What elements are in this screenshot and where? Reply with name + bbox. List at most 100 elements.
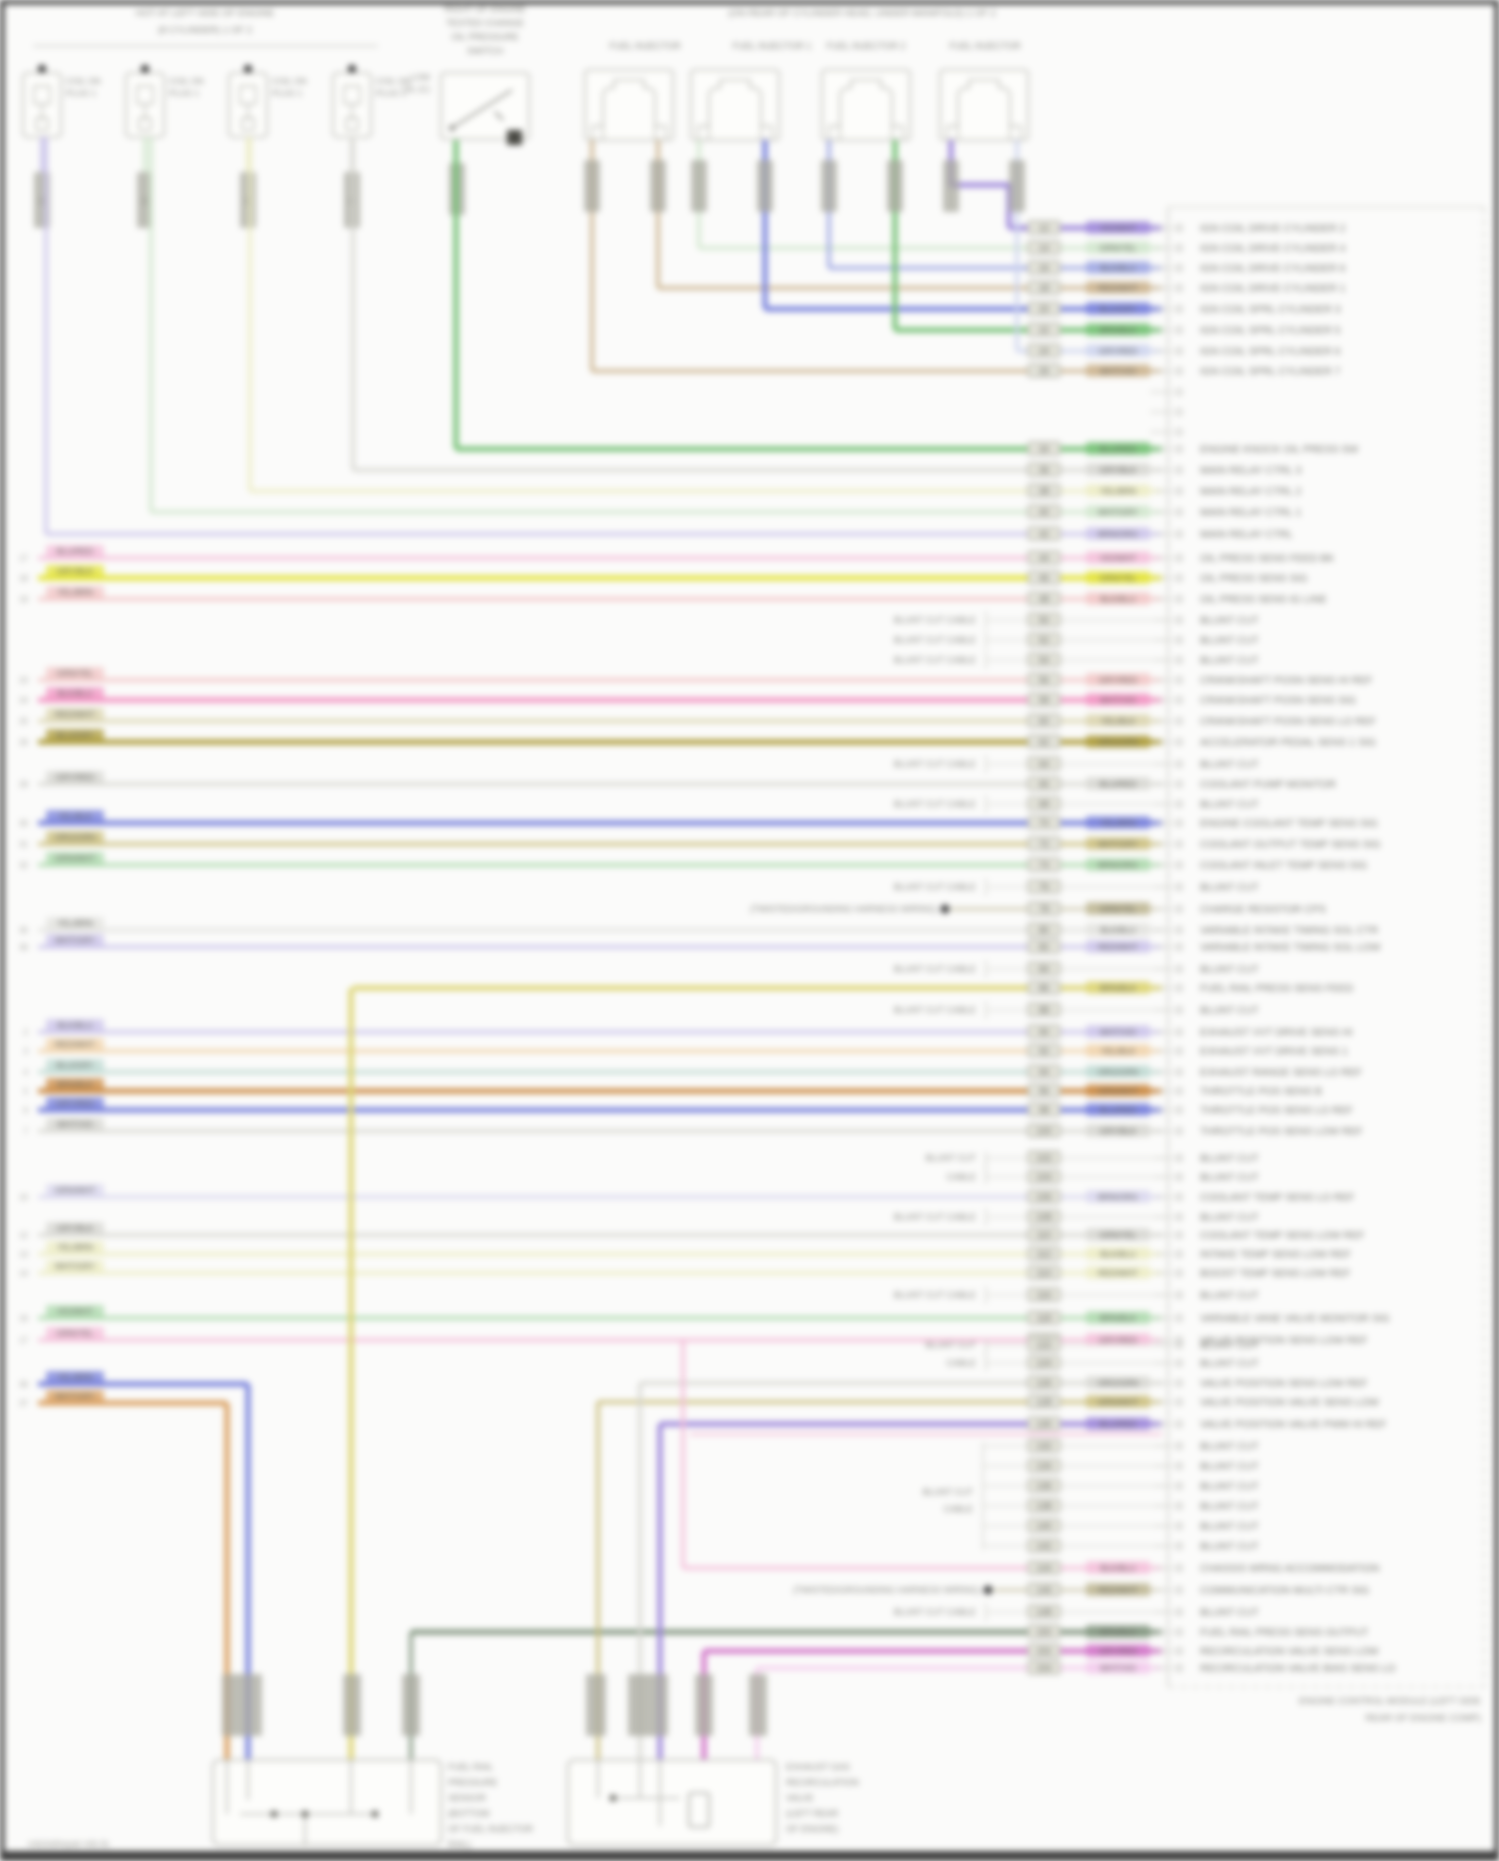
svg-text:PLUG 1: PLUG 1 bbox=[272, 88, 303, 98]
svg-text:RECIRCULATION VALVE SENS LOW: RECIRCULATION VALVE SENS LOW bbox=[1200, 1646, 1379, 1658]
svg-text:BLUNT CUT CABLE: BLUNT CUT CABLE bbox=[894, 1290, 976, 1300]
svg-text:FUEL RAIL: FUEL RAIL bbox=[448, 1762, 493, 1772]
svg-text:REAR OF ENGINE COMP): REAR OF ENGINE COMP) bbox=[1365, 1713, 1481, 1724]
svg-text:86: 86 bbox=[1039, 983, 1049, 993]
svg-text:78: 78 bbox=[1039, 904, 1049, 914]
svg-text:16: 16 bbox=[19, 1314, 28, 1323]
svg-text:54: 54 bbox=[1039, 655, 1049, 665]
svg-text:MAIN RELAY CTRL 1: MAIN RELAY CTRL 1 bbox=[1200, 507, 1301, 519]
svg-text:36: 36 bbox=[1039, 465, 1049, 475]
svg-text:CRANKSHAFT POSN SENS SIG: CRANKSHAFT POSN SENS SIG bbox=[1200, 695, 1356, 707]
svg-text:34: 34 bbox=[1039, 444, 1049, 454]
svg-text:80: 80 bbox=[1039, 925, 1049, 935]
svg-text:35: 35 bbox=[19, 926, 28, 935]
svg-text:104: 104 bbox=[1036, 1172, 1051, 1182]
svg-text:PLUG 1: PLUG 1 bbox=[66, 88, 97, 98]
svg-text:150: 150 bbox=[1036, 1627, 1051, 1637]
svg-text:RED/WHT: RED/WHT bbox=[55, 709, 95, 719]
svg-text:24: 24 bbox=[19, 696, 28, 705]
svg-text:GRY/RED: GRY/RED bbox=[1099, 346, 1138, 356]
svg-text:112: 112 bbox=[1037, 1249, 1051, 1259]
svg-text:BLUNT CUT: BLUNT CUT bbox=[1200, 799, 1259, 811]
svg-text:ORG/GRN: ORG/GRN bbox=[1098, 737, 1139, 747]
svg-text:18: 18 bbox=[19, 574, 28, 583]
svg-text:YEL/BRN: YEL/BRN bbox=[57, 587, 93, 597]
svg-text:WHT/VIO: WHT/VIO bbox=[1100, 1663, 1137, 1673]
svg-text:PLUG 1: PLUG 1 bbox=[376, 88, 407, 98]
svg-text:VIO/WHT: VIO/WHT bbox=[1100, 553, 1136, 563]
svg-text:VALVE POSITION VALVE PWM HI RE: VALVE POSITION VALVE PWM HI REF bbox=[1200, 1419, 1387, 1431]
svg-text:122: 122 bbox=[1036, 1340, 1051, 1350]
svg-text:146: 146 bbox=[1036, 1585, 1051, 1595]
svg-text:YEL/BRN: YEL/BRN bbox=[57, 1242, 93, 1252]
svg-text:BLUNT CUT CABLE: BLUNT CUT CABLE bbox=[894, 759, 976, 769]
svg-text:BLUNT CUT: BLUNT CUT bbox=[1200, 882, 1259, 894]
svg-text:CHASSIS WRNG ACCOMMODATION: CHASSIS WRNG ACCOMMODATION bbox=[1200, 1563, 1379, 1575]
svg-text:IGN COIL SPRL CYLINDER 6: IGN COIL SPRL CYLINDER 6 bbox=[1200, 346, 1341, 358]
svg-text:152: 152 bbox=[1036, 1646, 1051, 1656]
svg-text:BLUNT CUT: BLUNT CUT bbox=[1200, 615, 1259, 627]
svg-text:COOLANT INLET TEMP SENS SIG: COOLANT INLET TEMP SENS SIG bbox=[1200, 860, 1367, 872]
svg-text:92: 92 bbox=[1039, 1046, 1049, 1056]
svg-text:128: 128 bbox=[1036, 1397, 1051, 1407]
svg-text:13: 13 bbox=[19, 1250, 28, 1259]
svg-text:VARIABLE VANE VALVE MONITOR SI: VARIABLE VANE VALVE MONITOR SIG bbox=[1200, 1313, 1390, 1325]
svg-text:TESTED CHANGE: TESTED CHANGE bbox=[446, 18, 524, 28]
svg-text:GRY/RED: GRY/RED bbox=[56, 1098, 95, 1108]
svg-text:YEL/BRN: YEL/BRN bbox=[57, 918, 93, 928]
svg-text:YEL/BLK: YEL/BLK bbox=[1101, 1046, 1136, 1056]
svg-text:17: 17 bbox=[19, 554, 28, 563]
svg-text:BLU/GRY: BLU/GRY bbox=[1099, 304, 1136, 314]
svg-text:CABLE: CABLE bbox=[946, 1358, 976, 1368]
svg-text:(BOTTOM: (BOTTOM bbox=[448, 1809, 489, 1819]
svg-text:64: 64 bbox=[1039, 759, 1049, 769]
svg-text:70: 70 bbox=[1039, 818, 1049, 828]
svg-text:12: 12 bbox=[1039, 223, 1049, 233]
svg-text:GRN/YEL: GRN/YEL bbox=[56, 668, 94, 678]
svg-text:BRN/ORG: BRN/ORG bbox=[1098, 1192, 1138, 1202]
svg-text:98: 98 bbox=[1039, 1105, 1049, 1115]
svg-text:VALVE POSITION SENS LOW REF: VALVE POSITION SENS LOW REF bbox=[1200, 1335, 1368, 1347]
svg-text:118: 118 bbox=[1037, 1313, 1051, 1323]
svg-text:BLK/BLU: BLK/BLU bbox=[58, 1020, 93, 1030]
svg-text:CHARGE RESISTOR CPS: CHARGE RESISTOR CPS bbox=[1200, 904, 1326, 916]
svg-text:BLUNT CUT: BLUNT CUT bbox=[1200, 1481, 1259, 1493]
svg-text:BLK/BLU: BLK/BLU bbox=[1101, 594, 1136, 604]
svg-text:19: 19 bbox=[19, 595, 28, 604]
svg-text:MAIN RELAY CTRL 3: MAIN RELAY CTRL 3 bbox=[1200, 465, 1301, 477]
svg-text:GRN/YEL: GRN/YEL bbox=[56, 1328, 94, 1338]
svg-text:(LEFT REAR: (LEFT REAR bbox=[786, 1809, 839, 1819]
svg-text:RAIL): RAIL) bbox=[448, 1840, 471, 1850]
svg-text:SWITCH: SWITCH bbox=[467, 46, 503, 56]
svg-text:CRANKSHAFT POSN SENS LO REF: CRANKSHAFT POSN SENS LO REF bbox=[1200, 716, 1376, 728]
svg-text:GRY/BLK: GRY/BLK bbox=[57, 1223, 94, 1233]
svg-text:BLU/RED: BLU/RED bbox=[57, 546, 94, 556]
svg-text:BLUNT CUT: BLUNT CUT bbox=[923, 1487, 974, 1497]
svg-text:58: 58 bbox=[1039, 695, 1049, 705]
svg-text:72: 72 bbox=[1039, 839, 1049, 849]
svg-text:EXHAUST RANGE SENS LO REF: EXHAUST RANGE SENS LO REF bbox=[1200, 1067, 1362, 1079]
svg-text:94: 94 bbox=[1039, 1067, 1049, 1077]
svg-text:WHT/VIO: WHT/VIO bbox=[1100, 1027, 1137, 1037]
svg-text:BLUNT CUT: BLUNT CUT bbox=[1200, 1607, 1259, 1619]
svg-text:BLU/RED: BLU/RED bbox=[1100, 1105, 1137, 1115]
svg-text:OF FUEL INJECTOR: OF FUEL INJECTOR bbox=[448, 1824, 534, 1834]
svg-text:VARIABLE INTAKE TIMING SOL CTR: VARIABLE INTAKE TIMING SOL CTR bbox=[1200, 925, 1379, 937]
svg-text:RED/WHT: RED/WHT bbox=[55, 1039, 95, 1049]
svg-text:GRY/RED: GRY/RED bbox=[56, 772, 95, 782]
svg-text:48: 48 bbox=[1039, 594, 1049, 604]
svg-text:36: 36 bbox=[19, 943, 28, 952]
svg-text:46: 46 bbox=[1039, 573, 1049, 583]
svg-text:ENGINE KNOCK OIL PRESS SW: ENGINE KNOCK OIL PRESS SW bbox=[1200, 444, 1358, 456]
svg-text:WHT/GRY: WHT/GRY bbox=[1098, 839, 1138, 849]
svg-text:BLK/BLU: BLK/BLU bbox=[58, 688, 93, 698]
svg-text:FUEL INJECTOR 1: FUEL INJECTOR 1 bbox=[732, 41, 811, 51]
svg-text:GRN/WHT: GRN/WHT bbox=[1098, 1397, 1139, 1407]
svg-text:32: 32 bbox=[19, 861, 28, 870]
svg-text:BLK/BLU: BLK/BLU bbox=[1101, 925, 1136, 935]
svg-text:40: 40 bbox=[1039, 507, 1049, 517]
svg-text:16: 16 bbox=[1039, 263, 1049, 273]
svg-text:GRN/YEL: GRN/YEL bbox=[1099, 1230, 1137, 1240]
svg-text:SENSOR: SENSOR bbox=[448, 1793, 487, 1803]
svg-text:COOLANT TEMP SENS LOW REF: COOLANT TEMP SENS LOW REF bbox=[1200, 1230, 1365, 1242]
